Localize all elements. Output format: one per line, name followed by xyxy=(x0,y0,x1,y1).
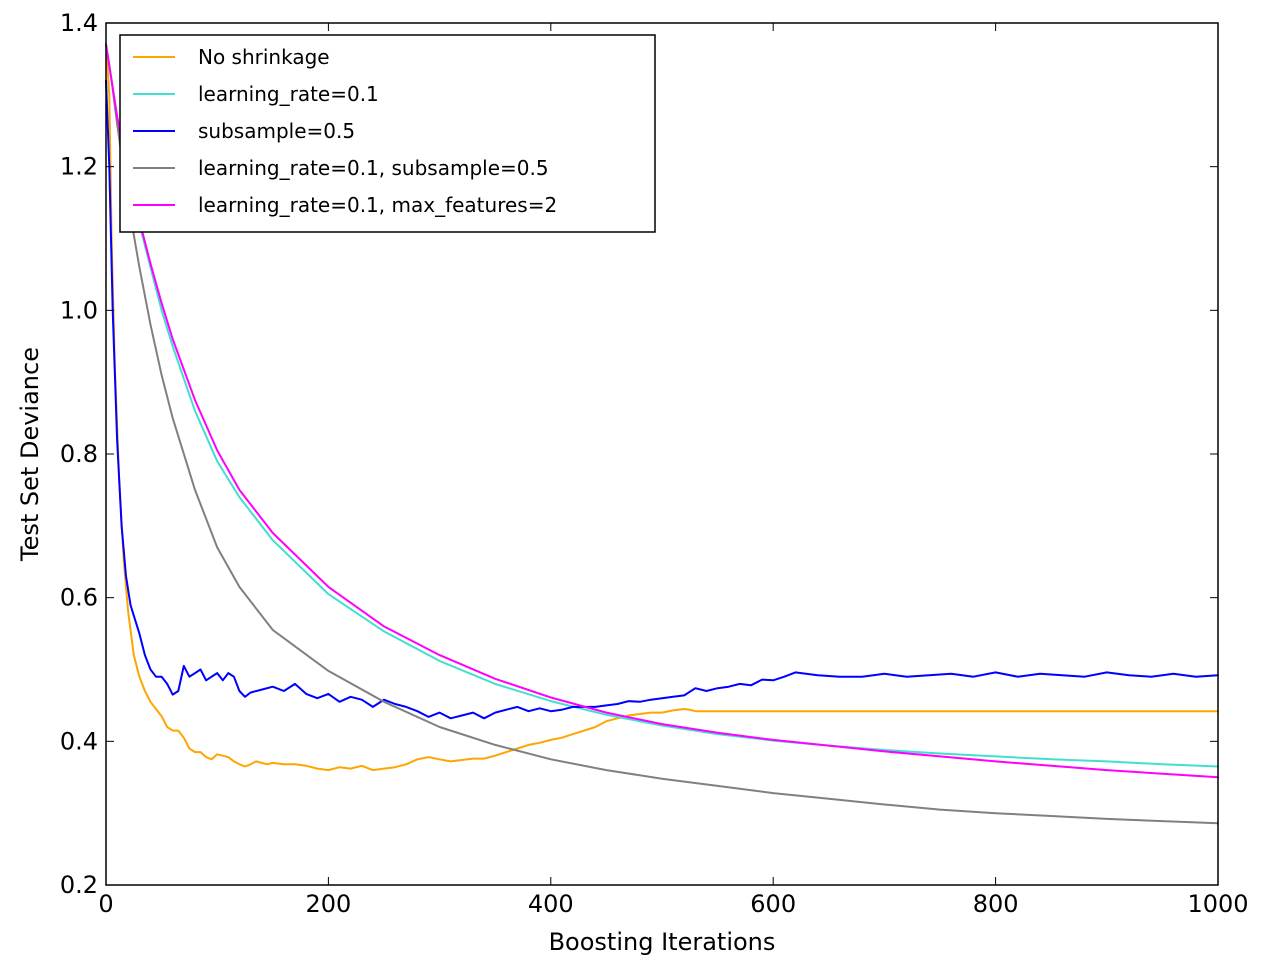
series-line-5 xyxy=(105,43,1219,779)
tick-layer: 0 200 400 600 800 1000 0.2 0.4 0.6 0.8 1.0 1.2 1.4 xyxy=(60,9,1249,918)
y-tick-label: 0.8 xyxy=(60,440,98,468)
legend-label-2: learning_rate=0.1 xyxy=(198,82,379,106)
x-tick-label: 800 xyxy=(973,890,1019,918)
y-tick-label: 1.2 xyxy=(60,153,98,181)
series-line-4 xyxy=(105,43,1219,825)
legend: No shrinkage learning_rate=0.1 subsample=0… xyxy=(119,34,656,233)
series-line-3 xyxy=(105,79,1219,720)
x-tick-label: 0 xyxy=(98,890,113,918)
legend-frame xyxy=(119,34,656,233)
y-axis-label: Test Set Deviance xyxy=(16,347,44,562)
x-axis-label: Boosting Iterations xyxy=(549,928,776,956)
legend-label-1: No shrinkage xyxy=(198,45,330,69)
series-layer xyxy=(105,43,1219,825)
legend-label-5: learning_rate=0.1, max_features=2 xyxy=(198,193,557,217)
x-tick-label: 400 xyxy=(528,890,574,918)
y-tick-label: 1.4 xyxy=(60,9,98,37)
y-tick-label: 1.0 xyxy=(60,296,98,324)
x-tick-label: 200 xyxy=(305,890,351,918)
y-tick-label: 0.4 xyxy=(60,727,98,755)
y-tick-label: 0.2 xyxy=(60,871,98,899)
x-tick-label: 600 xyxy=(750,890,796,918)
x-tick-label: 1000 xyxy=(1187,890,1248,918)
legend-label-3: subsample=0.5 xyxy=(198,119,355,143)
legend-label-4: learning_rate=0.1, subsample=0.5 xyxy=(198,156,549,180)
y-tick-label: 0.6 xyxy=(60,584,98,612)
